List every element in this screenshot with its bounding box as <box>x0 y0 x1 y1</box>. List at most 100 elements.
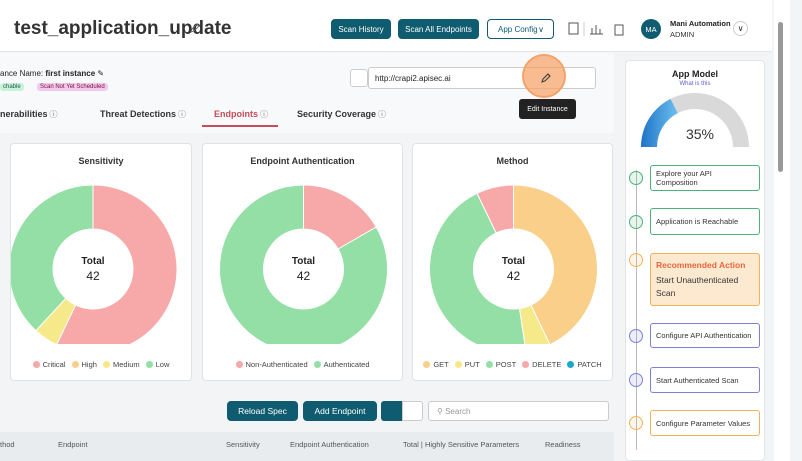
scroll-thumb[interactable] <box>778 22 783 172</box>
step-dot <box>629 214 643 229</box>
tab[interactable]: nerabilities ⓘ <box>0 109 58 119</box>
column-header: Sensitivity <box>226 440 260 449</box>
edit-instance-button[interactable] <box>540 72 552 84</box>
legend-dot <box>145 361 153 368</box>
legend: GET PUT POST DELETE PATCH <box>413 360 612 369</box>
legend-item: PATCH <box>567 360 602 369</box>
app-model-title: App Model <box>672 69 718 79</box>
step-card[interactable]: Explore your API Composition <box>650 165 760 191</box>
donut: Total 42 <box>11 184 178 344</box>
step-card[interactable]: Configure Parameter Values <box>650 410 760 436</box>
donut-segment <box>476 184 514 234</box>
progress-label: 35% <box>685 126 715 142</box>
column-header: Endpoint Authentication <box>290 440 369 449</box>
list-view-toggle[interactable] <box>402 401 423 421</box>
copy-button[interactable] <box>350 69 368 87</box>
instance-value: first instance <box>45 69 96 78</box>
legend-item: Non-Authenticated <box>235 360 308 369</box>
legend-dot <box>485 361 493 368</box>
user-menu[interactable]: ∨ <box>733 21 748 36</box>
timeline <box>636 170 637 450</box>
avatar[interactable]: MA <box>641 19 661 39</box>
legend-item: Low <box>145 360 170 369</box>
column-header: thod <box>0 440 15 449</box>
add-endpoint-button[interactable]: Add Endpoint <box>303 401 377 421</box>
legend-dot <box>32 361 40 368</box>
legend-label: PUT <box>464 360 480 369</box>
center-label: Total <box>292 256 315 267</box>
user-role: ADMIN <box>670 30 695 39</box>
step-dot <box>629 171 643 185</box>
search-placeholder: Search <box>445 407 471 416</box>
column-header: Readiness <box>545 440 581 449</box>
chart-title: Sensitivity <box>78 156 124 166</box>
legend-item: PUT <box>454 360 480 369</box>
reload-spec-button[interactable]: Reload Spec <box>227 401 298 421</box>
step-dot <box>629 416 643 430</box>
step-text: Explore your API Composition <box>656 169 712 187</box>
legend-label: Non-Authenticated <box>245 360 308 369</box>
legend-label: DELETE <box>532 360 562 369</box>
tooltip: Edit Instance <box>519 99 576 119</box>
grid-view-toggle[interactable] <box>381 401 402 421</box>
donut: Total 42 <box>219 184 388 344</box>
center-value: 42 <box>86 269 100 283</box>
table-header <box>0 432 614 461</box>
app-config-button[interactable]: App Config ∨ <box>487 19 554 39</box>
tab-underline <box>202 125 278 127</box>
chart-title: Method <box>496 156 529 166</box>
column-header: Total | Highly Sensitive Parameters <box>403 440 520 449</box>
tab[interactable]: Security Coverage ⓘ <box>297 109 387 119</box>
scan-history-button[interactable]: Scan History <box>331 19 391 39</box>
gauge <box>641 92 749 147</box>
legend-item: High <box>71 360 97 369</box>
chart-card: Endpoint Authentication Total 42 Non-Authen… <box>202 143 403 381</box>
header-icons <box>568 22 624 36</box>
scan-all-button[interactable]: Scan All Endpoints <box>398 19 479 39</box>
info-icon: ⓘ <box>49 110 58 119</box>
legend-dot <box>567 361 575 368</box>
step-text: Application is Reachable <box>656 217 739 226</box>
legend-label: Medium <box>112 360 140 369</box>
legend-dot <box>313 361 321 368</box>
step-text: Start Authenticated Scan <box>656 375 739 385</box>
legend-dot <box>423 361 431 368</box>
step-card[interactable]: Application is Reachable <box>650 208 760 235</box>
app-model-link[interactable]: What is this <box>679 81 711 87</box>
legend-item: DELETE <box>522 360 561 369</box>
legend-dot <box>235 361 243 368</box>
info-icon: ⓘ <box>178 110 187 119</box>
legend-item: Authenticated <box>313 360 370 369</box>
legend-dot <box>454 361 462 368</box>
icon[interactable] <box>568 22 579 35</box>
icon[interactable] <box>590 25 603 35</box>
edit-icon[interactable] <box>190 23 200 33</box>
instance-label: ance Name: <box>0 69 44 78</box>
gauge-fill <box>641 98 678 147</box>
step-card[interactable]: Configure API Authentication <box>650 323 760 348</box>
chart-card: Sensitivity Total 42 Critical High Medium Low <box>10 143 192 381</box>
instance-name: ance Name: first instance ✎ <box>0 69 105 78</box>
search-input[interactable]: ⚲ Search <box>428 401 609 421</box>
center-label: Total <box>502 256 525 267</box>
legend-dot <box>102 361 110 368</box>
tab[interactable]: Endpoints ⓘ <box>214 109 268 119</box>
badge: chable <box>0 83 24 91</box>
step-heading: Recommended Action <box>656 259 746 270</box>
legend-item: Medium <box>102 360 140 369</box>
step-dot <box>629 328 643 343</box>
donut-segment <box>56 184 178 344</box>
page-title: test_application_update <box>14 18 232 39</box>
step-card[interactable]: Start Authenticated Scan <box>650 367 760 393</box>
legend-label: Low <box>155 360 170 369</box>
icon[interactable] <box>614 24 624 36</box>
donut-segment <box>429 192 526 344</box>
center-value: 42 <box>507 269 521 283</box>
instance-area <box>0 53 614 133</box>
app-config-label: App Config <box>498 24 538 34</box>
highlight <box>522 54 566 98</box>
tab[interactable]: Threat Detections ⓘ <box>100 109 187 119</box>
legend: Critical High Medium Low <box>11 360 191 369</box>
step-card[interactable]: Recommended Action Start Unauthenticated … <box>650 253 760 306</box>
